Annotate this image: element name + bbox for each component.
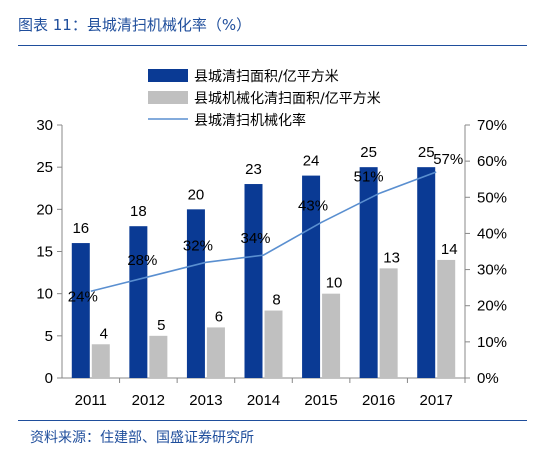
legend-swatch (148, 69, 188, 82)
left-tick-label: 20 (36, 201, 53, 218)
bar-clean-area (129, 226, 148, 378)
right-tick-label: 10% (477, 334, 507, 351)
bar-mech-label: 14 (441, 241, 458, 258)
left-tick-label: 15 (36, 244, 53, 261)
bar-clean-label: 16 (72, 220, 89, 237)
x-tick-label: 2014 (247, 392, 280, 409)
bar-clean-label: 20 (188, 186, 205, 203)
x-tick-label: 2015 (304, 392, 337, 409)
x-tick-label: 2016 (362, 392, 395, 409)
line-point-label: 32% (183, 237, 213, 254)
line-point-label: 28% (127, 252, 157, 269)
line-mech-rate (90, 171, 437, 293)
bar-clean-area (244, 184, 263, 378)
left-tick-label: 10 (36, 286, 53, 303)
source-divider (18, 420, 527, 421)
right-tick-label: 60% (477, 153, 507, 170)
line-point-label: 57% (433, 151, 463, 168)
line-point-label: 51% (354, 169, 384, 186)
bar-mech-area (91, 344, 110, 378)
bar-mech-area (206, 327, 225, 378)
bar-mech-label: 6 (215, 308, 223, 325)
line-point-label: 24% (68, 288, 98, 305)
bar-mech-area (322, 293, 341, 378)
bar-clean-label: 23 (245, 161, 262, 178)
bar-clean-label: 25 (360, 144, 377, 161)
source-note: 资料来源：住建部、国盛证券研究所 (30, 430, 254, 446)
legend-entry: 县城清扫机械化率 (194, 112, 306, 129)
bar-mech-area (437, 259, 456, 378)
chart-title: 图表 11：县城清扫机械化率（%） (18, 16, 252, 34)
left-tick-label: 5 (45, 328, 53, 345)
left-tick-label: 30 (36, 117, 53, 134)
bar-clean-area (359, 167, 378, 378)
bar-clean-area (71, 243, 90, 378)
right-tick-label: 20% (477, 298, 507, 315)
bar-mech-label: 5 (157, 317, 165, 334)
bar-clean-label: 18 (130, 203, 147, 220)
legend-entry: 县城机械化清扫面积/亿平方米 (194, 91, 381, 107)
x-tick-label: 2013 (189, 392, 222, 409)
bar-mech-area (264, 310, 283, 378)
title-divider (18, 45, 527, 46)
bar-clean-label: 25 (418, 144, 435, 161)
left-tick-label: 0 (45, 370, 53, 387)
bar-clean-label: 24 (303, 153, 320, 170)
bar-mech-label: 13 (383, 249, 400, 266)
bar-clean-area (417, 167, 436, 378)
x-tick-label: 2011 (75, 392, 107, 409)
right-tick-label: 70% (477, 117, 507, 134)
left-tick-label: 25 (36, 159, 53, 176)
bar-mech-label: 8 (272, 292, 280, 309)
x-tick-label: 2017 (420, 392, 453, 409)
right-tick-label: 40% (477, 225, 507, 242)
right-tick-label: 50% (477, 189, 507, 206)
line-point-label: 43% (298, 198, 328, 215)
bar-mech-label: 4 (100, 325, 108, 342)
bar-mech-area (379, 268, 398, 378)
bar-mech-area (149, 335, 168, 378)
x-tick-label: 2012 (132, 392, 165, 409)
bar-mech-label: 10 (326, 275, 343, 292)
line-point-label: 34% (240, 230, 270, 247)
right-tick-label: 30% (477, 262, 507, 279)
bar-clean-area (186, 209, 205, 378)
legend-entry: 县城清扫面积/亿平方米 (194, 69, 339, 85)
right-tick-label: 0% (477, 370, 499, 387)
legend-swatch (148, 91, 188, 104)
